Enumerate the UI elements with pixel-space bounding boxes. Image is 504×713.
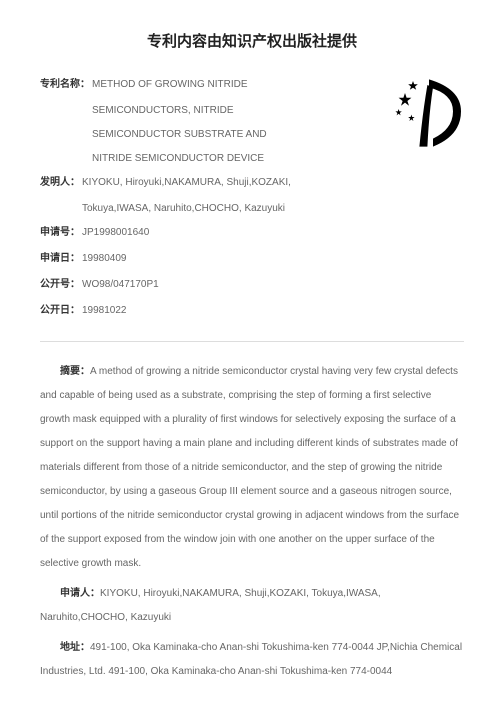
address-paragraph: 地址：491-100, Oka Kaminaka-cho Anan-shi To…	[40, 636, 464, 684]
inventor-label: 发明人：	[40, 171, 80, 195]
pub-no-label: 公开号：	[40, 273, 80, 297]
app-no-row: 申请号： JP1998001640	[40, 221, 464, 245]
inventor-value-1: KIYOKU, Hiroyuki,NAKAMURA, Shuji,KOZAKI,	[80, 171, 291, 195]
pub-no-value: WO98/047170P1	[80, 273, 159, 297]
app-date-row: 申请日： 19980409	[40, 247, 464, 271]
abstract-text: A method of growing a nitride semiconduc…	[40, 366, 459, 569]
applicant-label: 申请人：	[60, 588, 100, 599]
body-section: 摘要：A method of growing a nitride semicon…	[40, 360, 464, 684]
metadata-section: 专利名称： METHOD OF GROWING NITRIDE SEMICOND…	[40, 73, 464, 323]
pub-date-label: 公开日：	[40, 299, 80, 323]
pub-no-row: 公开号： WO98/047170P1	[40, 273, 464, 297]
address-label: 地址：	[60, 642, 90, 653]
section-divider	[40, 341, 464, 342]
address-text: 491-100, Oka Kaminaka-cho Anan-shi Tokus…	[40, 642, 462, 677]
app-date-value: 19980409	[80, 247, 127, 271]
app-date-label: 申请日：	[40, 247, 80, 271]
ip-publisher-logo	[389, 73, 469, 153]
inventor-value-2: Tokuya,IWASA, Naruhito,CHOCHO, Kazuyuki	[40, 197, 464, 221]
page-title: 专利内容由知识产权出版社提供	[40, 30, 464, 51]
patent-name-label: 专利名称：	[40, 73, 90, 97]
app-no-label: 申请号：	[40, 221, 80, 245]
logo-svg	[389, 73, 469, 153]
applicant-paragraph: 申请人：KIYOKU, Hiroyuki,NAKAMURA, Shuji,KOZ…	[40, 582, 464, 630]
abstract-label: 摘要：	[60, 366, 90, 377]
app-no-value: JP1998001640	[80, 221, 149, 245]
pub-date-row: 公开日： 19981022	[40, 299, 464, 323]
inventor-row: 发明人： KIYOKU, Hiroyuki,NAKAMURA, Shuji,KO…	[40, 171, 464, 195]
pub-date-value: 19981022	[80, 299, 127, 323]
patent-name-value-1: METHOD OF GROWING NITRIDE	[90, 73, 248, 97]
abstract-paragraph: 摘要：A method of growing a nitride semicon…	[40, 360, 464, 576]
